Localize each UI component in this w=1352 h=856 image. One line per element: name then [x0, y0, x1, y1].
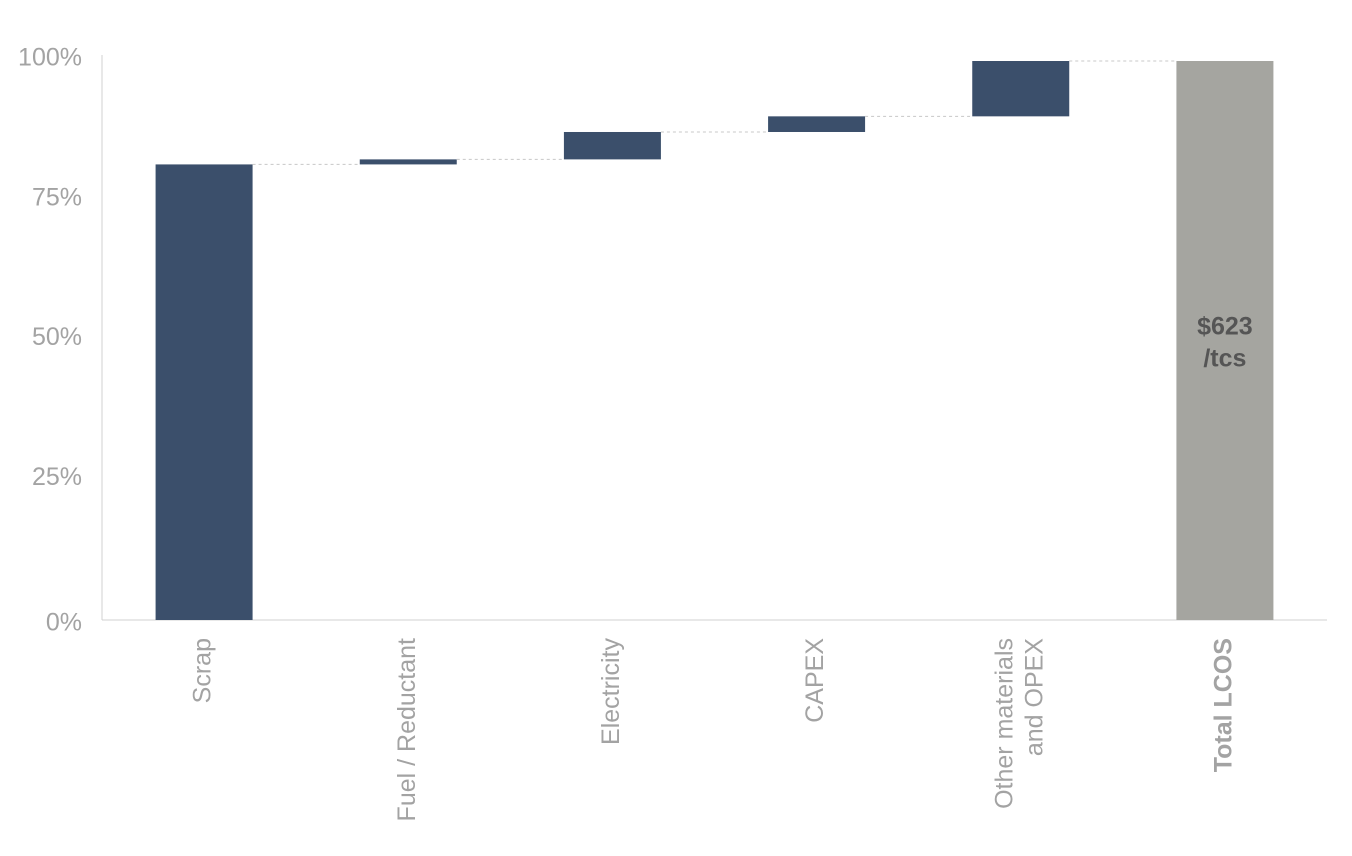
x-tick-label: Scrap — [189, 638, 217, 703]
x-tick-label-group: Electricity — [597, 638, 625, 745]
annotation: /tcs — [1203, 345, 1246, 373]
x-tick-label-group: Scrap — [189, 638, 217, 703]
x-tick-label-group: CAPEX — [801, 638, 829, 723]
bar — [1176, 61, 1274, 620]
x-tick-label-group: Other materials and OPEX — [990, 638, 1048, 809]
bar — [768, 116, 866, 132]
x-tick-label: and OPEX — [1020, 638, 1048, 756]
x-tick-label: CAPEX — [801, 638, 829, 723]
bar — [359, 159, 457, 165]
x-tick-label-group: Total LCOS — [1210, 638, 1238, 772]
y-tick-label: 100% — [18, 44, 82, 72]
y-tick-label: 75% — [32, 183, 82, 211]
y-tick-label: 25% — [32, 463, 82, 491]
x-tick-label: Fuel / Reductant — [393, 638, 421, 821]
annotation: $623 — [1197, 313, 1253, 341]
x-tick-label: Other materials — [990, 638, 1018, 809]
bar — [563, 131, 661, 160]
x-tick-label-group: Fuel / Reductant — [393, 638, 421, 821]
x-tick-label: Electricity — [597, 638, 625, 745]
x-tick-label: Total LCOS — [1210, 638, 1238, 772]
bar — [972, 61, 1070, 117]
bar — [155, 164, 253, 621]
y-tick-label: 0% — [46, 609, 82, 637]
y-tick-label: 50% — [32, 323, 82, 351]
